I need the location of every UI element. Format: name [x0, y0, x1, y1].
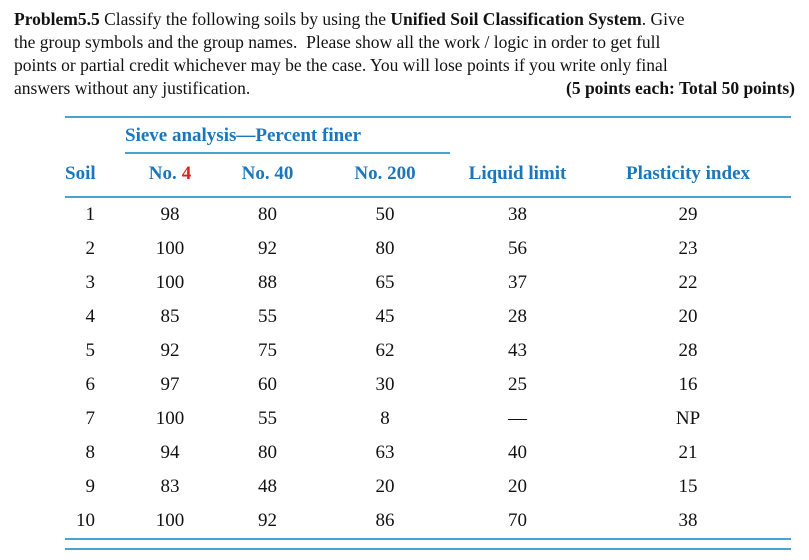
- cell-no200: 86: [375, 510, 395, 531]
- empty-cell: [65, 117, 125, 153]
- cell-liquid-limit: 43: [508, 340, 527, 361]
- cell-liquid-limit: 40: [508, 442, 527, 463]
- cell-no4: 83: [160, 476, 180, 497]
- cell-soil: 3: [85, 272, 96, 293]
- cell-plasticity-index: 15: [678, 476, 698, 497]
- empty-cell: [450, 117, 585, 153]
- table-row: 7 100 55 8 — NP: [65, 402, 791, 436]
- col-header-no200: No. 200: [320, 153, 450, 198]
- table-row: 1 98 80 50 38 29: [65, 197, 791, 232]
- cell-soil: 1: [85, 204, 96, 225]
- cell-no200: 50: [375, 204, 395, 225]
- cell-no200: 45: [375, 306, 395, 327]
- cell-no40: 92: [258, 510, 277, 531]
- cell-soil: 7: [85, 408, 96, 429]
- cell-plasticity-index: 22: [678, 272, 698, 293]
- cell-soil: 10: [76, 510, 95, 531]
- cell-plasticity-index: 29: [678, 204, 698, 225]
- cell-no200: 62: [375, 340, 395, 361]
- problem-line-2: the group symbols and the group names. P…: [14, 32, 661, 52]
- problem-statement: Problem5.5 Classify the following soils …: [14, 8, 795, 100]
- cell-no40: 60: [258, 374, 277, 395]
- sieve-analysis-span-header: Sieve analysis—Percent finer: [125, 117, 450, 154]
- cell-no40: 80: [258, 442, 277, 463]
- col-header-no40: No. 40: [215, 153, 320, 198]
- cell-no200: 65: [375, 272, 395, 293]
- cell-no4: 98: [160, 204, 180, 225]
- problem-line-3: points or partial credit whichever may b…: [14, 55, 668, 75]
- cell-liquid-limit: 70: [508, 510, 527, 531]
- cell-no40: 48: [258, 476, 277, 497]
- cell-no40: 75: [258, 340, 277, 361]
- cell-plasticity-index: 20: [678, 306, 698, 327]
- cell-liquid-limit: 25: [508, 374, 527, 395]
- table-row: 4 85 55 45 28 20: [65, 300, 791, 334]
- table-row: 3 100 88 65 37 22: [65, 266, 791, 300]
- cell-no200: 30: [375, 374, 395, 395]
- cell-plasticity-index: 38: [678, 510, 698, 531]
- cell-no40: 92: [258, 238, 277, 259]
- table-row: 6 97 60 30 25 16: [65, 368, 791, 402]
- cell-liquid-limit: 56: [508, 238, 527, 259]
- empty-cell: [585, 117, 791, 153]
- cell-no4: 85: [160, 306, 180, 327]
- cell-no40: 80: [258, 204, 277, 225]
- problem-text-4: answers without any justification.: [14, 78, 251, 98]
- sieve-analysis-span-row: Sieve analysis—Percent finer: [65, 117, 791, 154]
- problem-line-1: Problem5.5 Classify the following soils …: [14, 8, 795, 31]
- cell-no40: 88: [258, 272, 277, 293]
- cell-no200: 80: [375, 238, 395, 259]
- cell-liquid-limit: —: [508, 408, 527, 429]
- cell-plasticity-index: 21: [678, 442, 698, 463]
- cell-soil: 6: [85, 374, 96, 395]
- col-header-liquid-limit: Liquid limit: [450, 153, 585, 198]
- red-annotation-4: 4: [181, 163, 192, 184]
- cell-plasticity-index: NP: [675, 408, 701, 429]
- cell-plasticity-index: 16: [678, 374, 698, 395]
- points-note: (5 points each: Total 50 points): [566, 78, 795, 98]
- cell-no40: 55: [258, 408, 277, 429]
- cell-plasticity-index: 28: [678, 340, 698, 361]
- cell-liquid-limit: 38: [508, 204, 527, 225]
- no4-prefix: No.: [148, 163, 177, 184]
- problem-text-2: . Give: [641, 9, 685, 29]
- cell-soil: 2: [85, 238, 96, 259]
- problem-number: Problem5.5: [14, 9, 100, 29]
- cell-soil: 9: [85, 476, 96, 497]
- table-row: 2 100 92 80 56 23: [65, 232, 791, 266]
- cell-no4: 100: [155, 510, 185, 531]
- table-row: 5 92 75 62 43 28: [65, 334, 791, 368]
- cell-liquid-limit: 28: [508, 306, 527, 327]
- table-bottom-rule: [65, 548, 791, 550]
- col-header-soil: Soil: [65, 153, 125, 198]
- cell-no4: 94: [160, 442, 180, 463]
- problem-line-4: answers without any justification. (5 po…: [14, 77, 795, 100]
- soil-classification-table: Sieve analysis—Percent finer Soil No. 4 N…: [65, 116, 791, 540]
- uscs-bold-text: Unified Soil Classification System: [390, 9, 642, 29]
- table-header-row: Soil No. 4 No. 40 No. 200 Liquid limit Pl…: [65, 153, 791, 198]
- cell-no4: 92: [160, 340, 180, 361]
- cell-liquid-limit: 37: [508, 272, 527, 293]
- col-header-no4: No. 4: [125, 153, 215, 198]
- cell-no4: 100: [155, 272, 185, 293]
- problem-text-1: Classify the following soils by using th…: [99, 9, 391, 29]
- table-row: 9 83 48 20 20 15: [65, 470, 791, 504]
- cell-soil: 8: [85, 442, 96, 463]
- cell-no4: 100: [155, 408, 185, 429]
- cell-soil: 5: [85, 340, 96, 361]
- cell-no4: 100: [155, 238, 185, 259]
- cell-no200: 20: [375, 476, 395, 497]
- cell-no40: 55: [258, 306, 277, 327]
- cell-soil: 4: [85, 306, 96, 327]
- cell-liquid-limit: 20: [508, 476, 527, 497]
- table-row: 10 100 92 86 70 38: [65, 504, 791, 539]
- cell-plasticity-index: 23: [678, 238, 698, 259]
- col-header-plasticity-index: Plasticity index: [585, 153, 791, 198]
- cell-no200: 8: [380, 408, 390, 429]
- table-row: 8 94 80 63 40 21: [65, 436, 791, 470]
- cell-no200: 63: [375, 442, 395, 463]
- cell-no4: 97: [160, 374, 180, 395]
